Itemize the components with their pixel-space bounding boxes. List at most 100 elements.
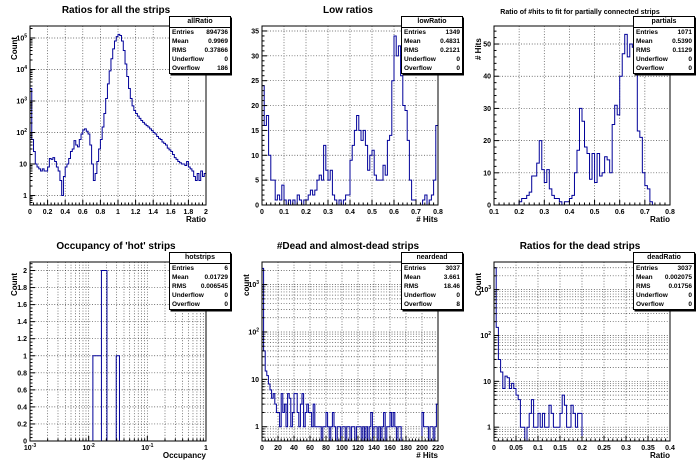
svg-text:160: 160 — [384, 445, 396, 452]
svg-text:0.6: 0.6 — [17, 387, 27, 394]
svg-text:1.8: 1.8 — [184, 209, 194, 216]
grid-lines — [494, 262, 670, 441]
svg-text:30: 30 — [483, 106, 491, 113]
svg-text:0.6: 0.6 — [78, 209, 88, 216]
svg-text:140: 140 — [368, 445, 380, 452]
svg-text:0.8: 0.8 — [96, 209, 106, 216]
pad-title: Low ratios — [322, 5, 373, 16]
svg-text:10-1: 10-1 — [141, 443, 153, 452]
stats-label: Entries — [172, 265, 195, 272]
histogram-pad: Low ratios 0 0.1 0.2 0.3 0.4 0.5 0.6 0.7 0.8 0 5 10… — [232, 0, 464, 236]
svg-text:0.7: 0.7 — [640, 209, 650, 216]
svg-text:0.35: 0.35 — [641, 445, 655, 452]
y-axis-title: Count — [10, 36, 19, 60]
svg-text:0.05: 0.05 — [509, 445, 523, 452]
svg-text:102: 102 — [16, 128, 27, 137]
axis-tick-labels: 10-3 10-2 10-1 1 0 0.2 0.4 0.6 0.8 1 1.2 1.4 1.6 1.8 2 — [17, 268, 208, 452]
stats-label: Mean — [404, 38, 421, 45]
stats-value: 0 — [224, 56, 228, 63]
svg-text:0.6: 0.6 — [389, 209, 399, 216]
stats-value: 0 — [224, 301, 228, 308]
stats-box-title: hotstrips — [170, 253, 230, 264]
stats-label: Mean — [404, 274, 421, 281]
svg-text:10: 10 — [251, 377, 259, 384]
stats-row: RMS 0.37866 — [170, 46, 230, 55]
stats-label: RMS — [404, 47, 419, 54]
svg-text:0.4: 0.4 — [665, 445, 675, 452]
svg-text:0.4: 0.4 — [60, 209, 70, 216]
svg-text:1.4: 1.4 — [17, 319, 27, 326]
svg-text:40: 40 — [483, 74, 491, 81]
svg-text:0: 0 — [487, 203, 491, 210]
svg-text:180: 180 — [400, 445, 412, 452]
svg-text:20: 20 — [483, 138, 491, 145]
histogram-pad: Ratios for all the strips 0 0.2 0.4 0.6 0.8 1… — [0, 0, 232, 236]
svg-text:20: 20 — [274, 445, 282, 452]
stats-label: Underflow — [172, 56, 204, 63]
stats-row: Underflow 0 — [402, 55, 462, 64]
stats-value: 894736 — [206, 29, 228, 36]
x-axis-title: Ratio — [650, 215, 670, 224]
stats-label: Underflow — [636, 56, 668, 63]
svg-text:10: 10 — [483, 170, 491, 177]
svg-text:0.1: 0.1 — [489, 209, 499, 216]
svg-text:0.25: 0.25 — [597, 445, 611, 452]
svg-text:0.2: 0.2 — [301, 209, 311, 216]
svg-text:25: 25 — [251, 78, 259, 85]
svg-text:50: 50 — [483, 42, 491, 49]
stats-value: 0 — [456, 65, 460, 72]
svg-text:2: 2 — [23, 268, 27, 275]
svg-text:0.6: 0.6 — [615, 209, 625, 216]
stats-box-title: neardead — [402, 253, 462, 264]
stats-label: Mean — [172, 38, 189, 45]
plot-frame — [493, 261, 671, 442]
svg-text:1: 1 — [116, 209, 120, 216]
axis-tick-labels: 0 0.05 0.1 0.15 0.2 0.25 0.3 0.35 0.4 1 10 102 103 — [480, 285, 675, 452]
stats-value: 18.46 — [443, 283, 460, 290]
svg-text:0.8: 0.8 — [433, 209, 443, 216]
y-axis-title: # Hits — [474, 38, 483, 60]
stats-row: Overflow 0 — [634, 300, 694, 309]
histogram-pad: Ratios for the dead strips 0 0.05 0.1 0.15 0… — [464, 236, 696, 472]
svg-text:1: 1 — [23, 353, 27, 360]
svg-text:102: 102 — [480, 331, 491, 340]
svg-text:1: 1 — [23, 193, 27, 200]
stats-row: Entries 3037 — [402, 264, 462, 273]
stats-row: Underflow 0 — [170, 55, 230, 64]
svg-text:0: 0 — [28, 209, 32, 216]
stats-value: 0 — [456, 292, 460, 299]
stats-label: RMS — [172, 47, 187, 54]
axis-tick-labels: 0 20 40 60 80 100 120 140 160 180 200 220 1 10 102 103 — [248, 280, 444, 452]
svg-text:0.7: 0.7 — [411, 209, 421, 216]
svg-text:0: 0 — [260, 445, 264, 452]
stats-row: Mean 0.4831 — [402, 37, 462, 46]
stats-box: neardead Entries 3037 Mean 3.661 RMS 18.46 Und… — [401, 252, 463, 310]
svg-text:1: 1 — [487, 425, 491, 432]
svg-text:104: 104 — [16, 65, 27, 74]
stats-row: Entries 894736 — [170, 28, 230, 37]
stats-row: Overflow 186 — [170, 64, 230, 73]
stats-box-title: lowRatio — [402, 17, 462, 28]
stats-value: 1071 — [677, 29, 692, 36]
stats-value: 1349 — [445, 29, 460, 36]
stats-value: 0.01756 — [668, 283, 693, 290]
svg-text:105: 105 — [16, 33, 27, 42]
svg-text:2: 2 — [204, 209, 208, 216]
stats-value: 0 — [224, 292, 228, 299]
svg-text:0.8: 0.8 — [17, 370, 27, 377]
axis-tick-labels: 0.1 0.2 0.3 0.4 0.5 0.6 0.7 0.8 0 10 20 30 40 50 — [483, 42, 675, 216]
stats-value: 0.37866 — [204, 47, 229, 54]
stats-label: Mean — [172, 274, 189, 281]
stats-box: hotstrips Entries 6 Mean 0.01729 RMS 0.006545… — [169, 252, 231, 310]
stats-label: Entries — [172, 29, 195, 36]
y-axis-title: Count — [10, 272, 19, 296]
svg-text:0.4: 0.4 — [17, 404, 27, 411]
stats-value: 0.1129 — [672, 47, 692, 54]
stats-label: RMS — [172, 283, 187, 290]
histogram-plot: 0 0.05 0.1 0.15 0.2 0.25 0.3 0.35 0.4 1 10 102 103 — [480, 261, 675, 452]
stats-box: lowRatio Entries 1349 Mean 0.4831 RMS 0.2121 U… — [401, 16, 463, 74]
pad-title: Ratios for the dead strips — [519, 241, 641, 252]
stats-label: Overflow — [636, 301, 664, 308]
svg-text:0: 0 — [492, 445, 496, 452]
